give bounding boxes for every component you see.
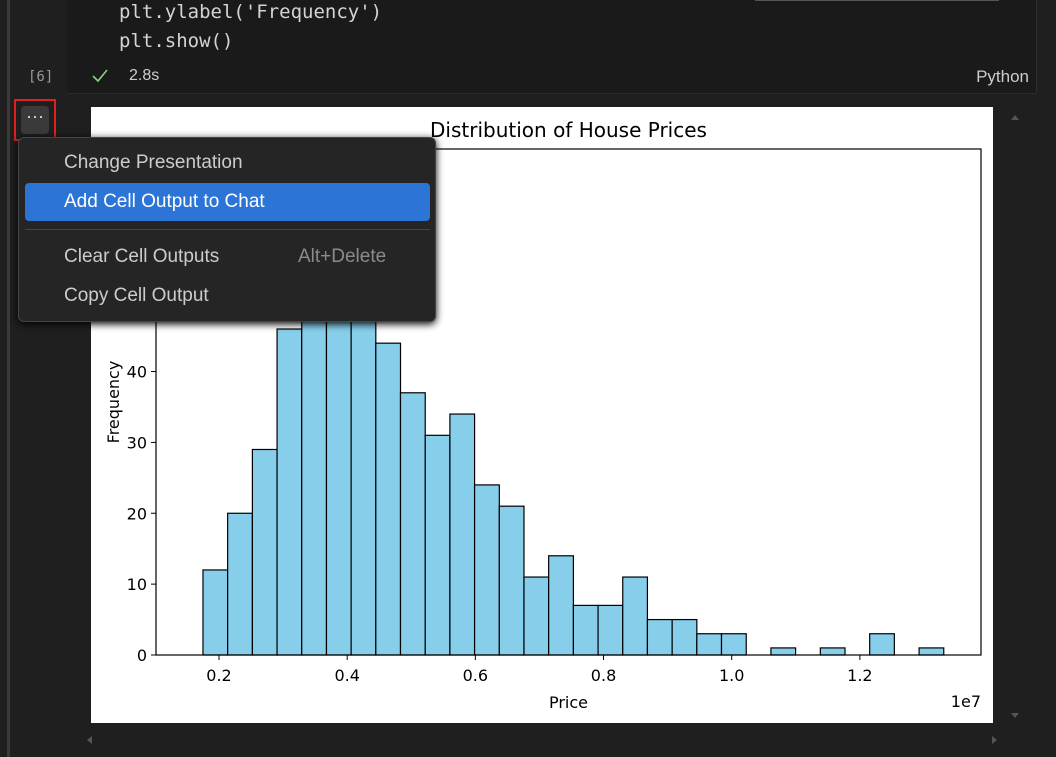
scroll-arrows xyxy=(1011,115,1019,718)
x-axis-label: Price xyxy=(549,693,588,712)
bar xyxy=(449,413,476,656)
menu-separator xyxy=(25,229,430,230)
h-scroll-arrows xyxy=(87,736,997,744)
bar xyxy=(473,484,500,656)
menu-label: Change Presentation xyxy=(64,152,243,173)
bar xyxy=(572,604,599,656)
menu-item[interactable]: Clear Cell Outputs Alt+Delete xyxy=(25,238,430,276)
y-tick-label: 0 xyxy=(137,646,147,665)
bar xyxy=(498,505,525,656)
bar xyxy=(424,434,451,656)
bar xyxy=(227,512,253,656)
bar xyxy=(869,633,895,656)
y-tick-label: 30 xyxy=(127,433,147,452)
x-tick-label: 0.4 xyxy=(334,666,359,685)
bar xyxy=(350,285,377,656)
code-cell[interactable]: plt.ylabel('Frequency') plt.show() 2.8s … xyxy=(67,0,1037,94)
scroll-indicator xyxy=(755,0,999,1)
menu-item[interactable]: Add Cell Output to Chat xyxy=(25,183,430,221)
code-line: plt.show() xyxy=(119,30,234,52)
bar xyxy=(918,647,945,656)
menu-item[interactable]: Copy Cell Output xyxy=(25,277,430,315)
bar xyxy=(251,448,278,656)
bar xyxy=(819,647,846,656)
ellipsis-icon: ··· xyxy=(21,106,49,134)
x-offset-label: 1e7 xyxy=(951,692,981,711)
execution-count: [6] xyxy=(28,69,54,85)
bar xyxy=(622,576,649,656)
bar xyxy=(301,264,328,656)
menu-label: Clear Cell Outputs xyxy=(64,246,220,267)
bar xyxy=(548,555,575,656)
duration: 2.8s xyxy=(129,67,160,84)
y-tick-label: 40 xyxy=(127,363,147,382)
bar xyxy=(646,618,673,656)
bar xyxy=(770,647,797,656)
bar xyxy=(276,328,303,656)
bar xyxy=(202,569,229,656)
cell-focus-bar xyxy=(7,0,10,757)
context-menu: Change Presentation Add Cell Output to C… xyxy=(18,137,436,322)
chart: Distribution of House Prices Price Frequen… xyxy=(104,118,982,712)
x-tick-label: 0.2 xyxy=(206,666,231,685)
menu-item[interactable]: Change Presentation xyxy=(25,144,430,182)
y-tick-label: 10 xyxy=(127,575,147,594)
bar xyxy=(720,633,747,656)
x-tick-label: 0.8 xyxy=(591,666,616,685)
menu-label: Copy Cell Output xyxy=(64,285,209,306)
x-tick-label: 1.0 xyxy=(719,666,744,685)
x-tick-label: 1.2 xyxy=(847,666,872,685)
bar xyxy=(375,342,402,656)
code-line: plt.ylabel('Frequency') xyxy=(119,1,383,23)
x-tick-label: 0.6 xyxy=(463,666,488,685)
menu-shortcut: Alt+Delete xyxy=(298,246,387,267)
bar xyxy=(597,604,624,656)
check-icon xyxy=(92,69,108,83)
chart-title: Distribution of House Prices xyxy=(430,118,707,142)
bar xyxy=(696,633,723,656)
bar xyxy=(399,392,426,656)
bar xyxy=(523,576,550,656)
language[interactable]: Python xyxy=(976,67,1029,86)
bar xyxy=(671,618,698,656)
y-tick-label: 20 xyxy=(127,504,147,523)
y-axis-label: Frequency xyxy=(104,361,123,444)
output-image: Distribution of House Prices Price Frequen… xyxy=(91,107,993,723)
more-actions-button[interactable]: ··· xyxy=(14,99,56,141)
menu-label: Add Cell Output to Chat xyxy=(64,191,265,212)
axes-frame xyxy=(155,148,982,656)
